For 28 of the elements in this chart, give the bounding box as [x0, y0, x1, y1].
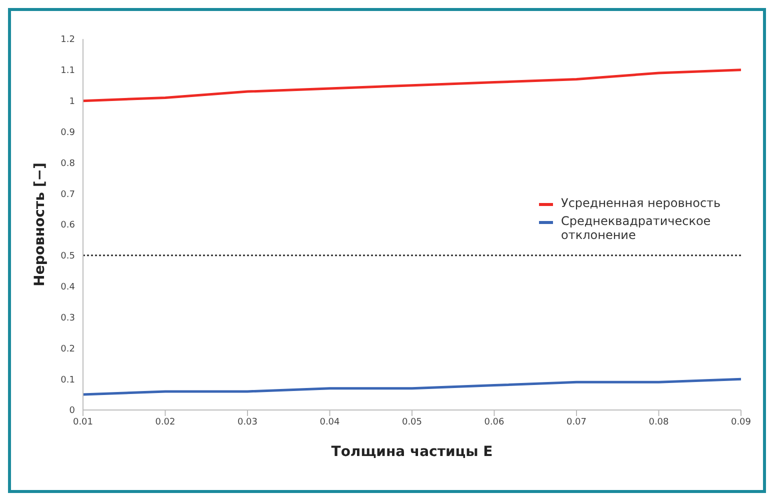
- y-tick-label: 1: [69, 97, 75, 108]
- y-tick-label: 0.9: [60, 128, 76, 138]
- x-tick-label: 0.05: [402, 417, 422, 428]
- y-tick-label: 0.4: [60, 282, 76, 293]
- x-tick-label: 0.04: [320, 417, 340, 428]
- y-tick-label: 0.1: [60, 375, 75, 386]
- y-tick-label: 1.2: [60, 35, 75, 46]
- y-tick-label: 0.7: [60, 190, 75, 200]
- line-series: [83, 378, 741, 396]
- y-tick-label: 1.1: [60, 66, 75, 76]
- x-tick-label: 0.03: [237, 417, 258, 428]
- x-tick-label: 0.08: [648, 417, 670, 428]
- y-tick-label: 0.6: [60, 220, 76, 231]
- x-tick-label: 0.02: [155, 417, 176, 428]
- x-axis-title: Толщина частицы E: [331, 444, 493, 460]
- y-tick-label: 0.2: [60, 344, 75, 354]
- x-tick-label: 0.07: [566, 417, 587, 428]
- y-tick-label: 0.8: [60, 158, 76, 169]
- y-tick-label: 0: [69, 406, 76, 416]
- line-series: [83, 68, 741, 102]
- x-tick-label: 0.01: [72, 417, 94, 428]
- x-tick-label: 0.09: [730, 417, 752, 428]
- legend-label: Среднеквадратическое отклонение: [561, 214, 712, 242]
- x-tick-label: 0.06: [484, 417, 505, 428]
- legend-label: Усредненная неровность: [561, 196, 721, 210]
- y-axis-title: Неровность [−]: [32, 162, 48, 286]
- y-tick-label: 0.5: [60, 252, 75, 262]
- y-tick-label: 0.3: [60, 313, 75, 324]
